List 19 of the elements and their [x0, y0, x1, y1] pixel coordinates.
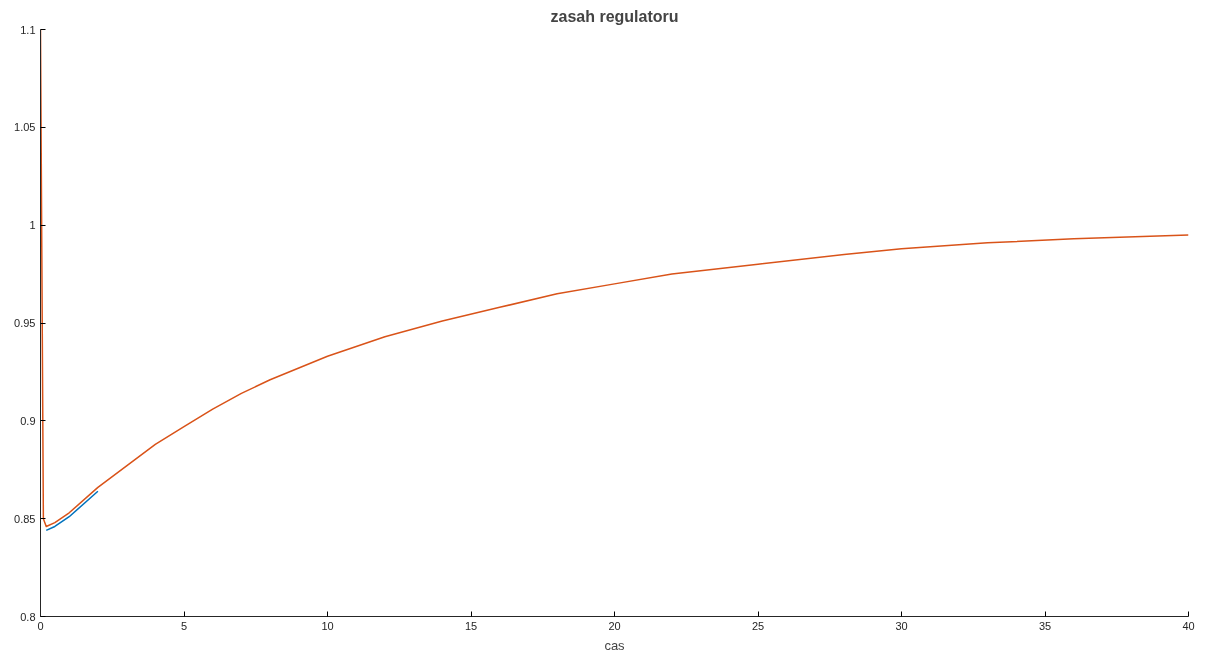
x-tick-label: 25 — [751, 619, 765, 632]
y-tick-label: 0.9 — [20, 414, 36, 427]
x-tick-label: 5 — [180, 619, 188, 632]
x-tick-label: 20 — [608, 619, 621, 632]
line-series — [45, 490, 99, 532]
x-tick-label: 40 — [1182, 619, 1195, 632]
x-tick-label: 15 — [464, 619, 478, 632]
x-tick-label: 0 — [37, 619, 44, 632]
x-tick-label: 35 — [1038, 619, 1052, 632]
y-tick-label: 1 — [29, 219, 36, 232]
x-tick-label: 30 — [895, 619, 908, 632]
y-tick-label: 0.8 — [20, 610, 36, 623]
y-tick-label: 0.95 — [14, 317, 36, 329]
y-tick-label: 1.1 — [20, 23, 36, 36]
chart-title: zasah regulatoru — [550, 7, 679, 25]
y-tick-label: 1.05 — [14, 121, 36, 134]
x-axis-title: cas — [604, 637, 626, 653]
x-tick-label: 10 — [321, 619, 334, 632]
y-tick-label: 0.85 — [14, 512, 36, 525]
